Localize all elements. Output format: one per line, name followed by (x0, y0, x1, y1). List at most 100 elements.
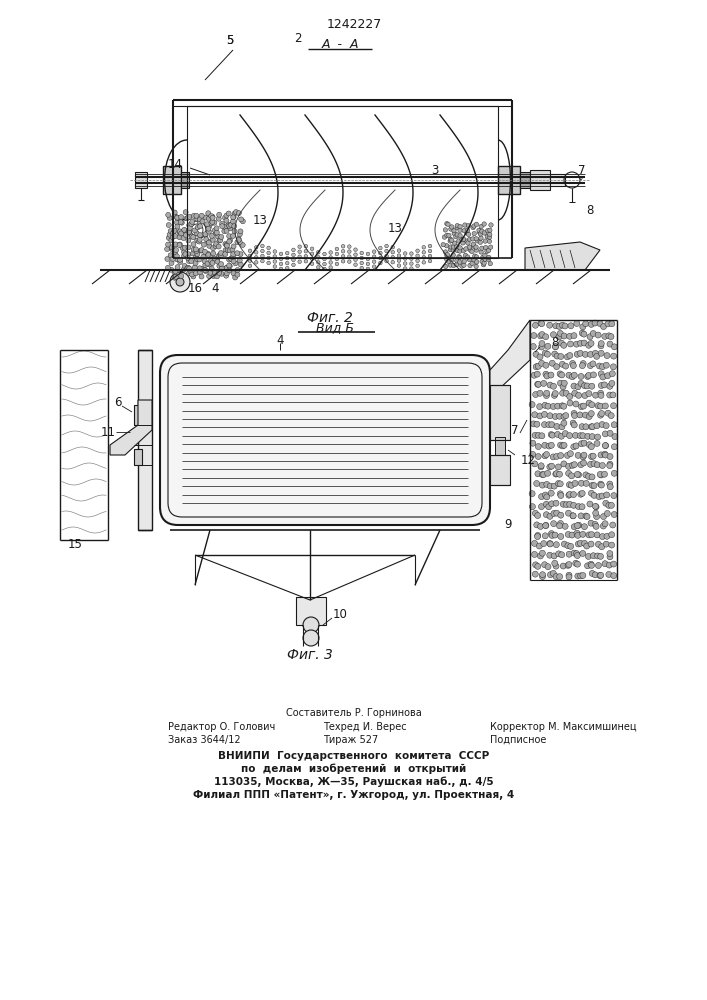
Circle shape (483, 239, 488, 243)
Circle shape (397, 264, 401, 267)
Circle shape (590, 361, 596, 367)
Circle shape (181, 267, 186, 272)
Circle shape (391, 255, 395, 259)
Circle shape (304, 259, 308, 263)
Circle shape (602, 403, 608, 409)
Circle shape (451, 245, 455, 249)
Circle shape (212, 256, 217, 261)
Circle shape (556, 464, 561, 470)
Circle shape (544, 494, 550, 500)
Circle shape (588, 454, 595, 460)
Circle shape (173, 250, 177, 255)
Circle shape (588, 321, 595, 327)
Circle shape (366, 257, 370, 261)
Circle shape (458, 234, 462, 238)
Circle shape (585, 433, 591, 439)
Circle shape (404, 252, 407, 255)
Circle shape (397, 254, 401, 257)
Circle shape (556, 551, 561, 557)
Circle shape (231, 259, 236, 264)
Circle shape (486, 257, 491, 262)
Circle shape (585, 553, 591, 559)
Circle shape (588, 520, 594, 526)
Text: 13: 13 (387, 222, 402, 234)
Circle shape (539, 433, 545, 439)
Circle shape (173, 210, 177, 215)
Circle shape (189, 272, 194, 277)
Circle shape (563, 502, 569, 508)
Circle shape (304, 249, 308, 253)
Circle shape (472, 258, 477, 262)
Circle shape (553, 323, 559, 329)
Circle shape (560, 563, 566, 569)
Circle shape (474, 260, 479, 264)
Circle shape (240, 219, 245, 224)
Circle shape (575, 522, 582, 528)
Circle shape (229, 256, 234, 261)
Circle shape (565, 562, 571, 568)
Circle shape (416, 249, 419, 253)
Circle shape (219, 266, 224, 271)
Circle shape (566, 531, 571, 537)
Circle shape (609, 321, 615, 327)
Circle shape (227, 223, 232, 228)
Circle shape (474, 222, 479, 227)
Circle shape (445, 253, 449, 257)
Circle shape (397, 259, 401, 262)
Circle shape (480, 259, 484, 264)
Circle shape (603, 362, 609, 368)
Circle shape (227, 268, 232, 273)
Circle shape (211, 246, 216, 251)
Circle shape (561, 461, 567, 467)
Circle shape (255, 256, 258, 259)
Circle shape (292, 258, 296, 262)
Circle shape (217, 270, 222, 275)
Circle shape (472, 244, 477, 248)
Circle shape (292, 263, 296, 267)
Circle shape (543, 522, 549, 528)
Circle shape (230, 247, 235, 252)
Circle shape (233, 261, 238, 266)
Circle shape (385, 254, 388, 258)
Circle shape (478, 240, 482, 245)
Circle shape (594, 440, 600, 446)
Circle shape (573, 341, 580, 347)
Circle shape (542, 533, 548, 539)
Circle shape (595, 434, 601, 440)
Circle shape (455, 248, 460, 253)
Text: 13: 13 (252, 214, 267, 227)
Circle shape (193, 261, 198, 266)
Circle shape (549, 501, 555, 507)
Circle shape (532, 412, 538, 418)
Circle shape (341, 254, 345, 258)
Text: 14: 14 (168, 158, 182, 172)
Circle shape (543, 371, 549, 377)
Circle shape (210, 215, 215, 220)
Circle shape (452, 241, 457, 245)
Circle shape (612, 470, 617, 476)
Circle shape (589, 402, 595, 408)
Circle shape (602, 471, 607, 477)
Circle shape (563, 363, 568, 369)
Circle shape (565, 543, 571, 549)
Circle shape (572, 390, 578, 396)
Circle shape (446, 222, 450, 227)
Circle shape (566, 433, 573, 439)
Circle shape (448, 263, 452, 267)
Circle shape (549, 360, 555, 366)
Circle shape (535, 471, 541, 477)
Circle shape (562, 523, 568, 529)
Circle shape (585, 373, 590, 379)
Circle shape (236, 236, 241, 241)
Circle shape (537, 333, 544, 339)
Circle shape (559, 372, 565, 378)
Circle shape (586, 391, 592, 397)
Circle shape (579, 330, 585, 336)
Circle shape (581, 540, 588, 546)
Circle shape (547, 541, 554, 547)
Circle shape (561, 380, 567, 386)
Bar (296, 597, 326, 625)
Circle shape (537, 553, 544, 559)
Circle shape (292, 248, 296, 252)
Circle shape (178, 220, 183, 225)
